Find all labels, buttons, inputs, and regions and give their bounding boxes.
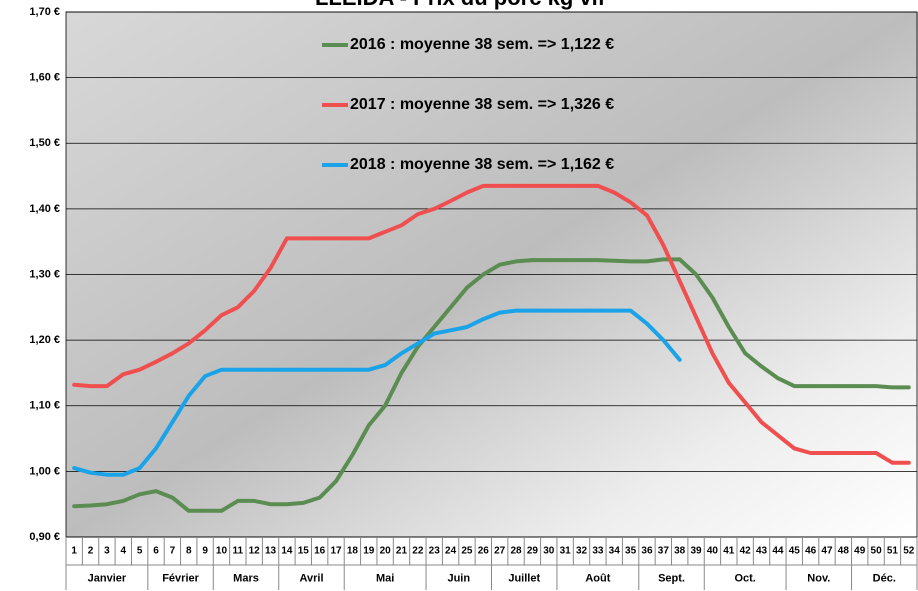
x-tick-label: 36 <box>641 546 653 557</box>
month-label: Février <box>162 572 199 584</box>
x-tick-label: 33 <box>592 546 604 557</box>
x-tick-label: 44 <box>772 546 784 557</box>
x-tick-label: 40 <box>707 546 719 557</box>
x-tick-label: 47 <box>821 546 833 557</box>
chart-title: LLEIDA - Prix du porc kg vif <box>315 0 606 10</box>
x-tick-label: 14 <box>281 546 293 557</box>
x-tick-label: 41 <box>723 546 735 557</box>
legend-label: 2017 : moyenne 38 sem. => 1,326 € <box>350 96 614 113</box>
month-label: Mars <box>233 572 259 584</box>
x-tick-label: 20 <box>380 546 392 557</box>
x-tick-label: 10 <box>216 546 228 557</box>
x-tick-label: 2 <box>88 546 94 557</box>
y-tick-label: 1,30 € <box>29 268 60 280</box>
x-tick-label: 16 <box>314 546 326 557</box>
x-tick-label: 49 <box>854 546 866 557</box>
y-tick-label: 1,40 € <box>29 203 60 215</box>
x-tick-label: 52 <box>903 546 915 557</box>
x-tick-label: 25 <box>461 546 473 557</box>
month-label: Août <box>585 572 610 584</box>
x-tick-label: 39 <box>691 546 703 557</box>
legend-label: 2018 : moyenne 38 sem. => 1,162 € <box>350 156 614 173</box>
x-tick-label: 18 <box>347 546 359 557</box>
month-label: Mai <box>376 572 394 584</box>
x-tick-label: 17 <box>330 546 342 557</box>
x-tick-label: 45 <box>789 546 801 557</box>
month-label: Avril <box>299 572 323 584</box>
x-tick-label: 24 <box>445 546 457 557</box>
x-tick-label: 21 <box>396 546 408 557</box>
x-tick-label: 34 <box>609 546 621 557</box>
month-label: Juillet <box>508 572 540 584</box>
x-tick-label: 9 <box>202 546 208 557</box>
x-tick-label: 30 <box>543 546 555 557</box>
y-tick-label: 1,10 € <box>29 400 60 412</box>
y-tick-label: 1,20 € <box>29 334 60 346</box>
month-label: Janvier <box>88 572 127 584</box>
x-tick-label: 3 <box>104 546 110 557</box>
x-tick-label: 35 <box>625 546 637 557</box>
legend-label: 2016 : moyenne 38 sem. => 1,122 € <box>350 36 614 53</box>
x-tick-label: 8 <box>186 546 192 557</box>
month-label: Oct. <box>734 572 755 584</box>
x-tick-label: 7 <box>170 546 176 557</box>
y-tick-label: 1,60 € <box>29 72 60 84</box>
x-tick-label: 29 <box>527 546 539 557</box>
x-tick-label: 23 <box>429 546 441 557</box>
x-tick-label: 31 <box>560 546 572 557</box>
x-tick-label: 50 <box>871 546 883 557</box>
y-tick-label: 0,90 € <box>29 531 60 543</box>
x-tick-label: 4 <box>120 546 126 557</box>
x-tick-label: 12 <box>249 546 261 557</box>
month-label: Juin <box>447 572 470 584</box>
x-tick-label: 43 <box>756 546 768 557</box>
x-tick-label: 1 <box>71 546 77 557</box>
x-tick-label: 19 <box>363 546 375 557</box>
x-tick-label: 42 <box>740 546 752 557</box>
x-tick-label: 11 <box>233 546 244 557</box>
month-label: Sept. <box>658 572 685 584</box>
x-tick-label: 32 <box>576 546 588 557</box>
x-tick-label: 38 <box>674 546 686 557</box>
y-tick-label: 1,00 € <box>29 465 60 477</box>
x-tick-label: 5 <box>137 546 143 557</box>
x-tick-label: 15 <box>298 546 310 557</box>
x-tick-label: 13 <box>265 546 277 557</box>
x-tick-label: 51 <box>887 546 899 557</box>
x-tick-label: 27 <box>494 546 506 557</box>
x-tick-label: 28 <box>510 546 522 557</box>
y-tick-label: 1,70 € <box>29 6 60 18</box>
x-tick-label: 22 <box>412 546 424 557</box>
x-tick-label: 48 <box>838 546 850 557</box>
x-tick-label: 26 <box>478 546 490 557</box>
x-tick-label: 37 <box>658 546 670 557</box>
month-label: Nov. <box>807 572 830 584</box>
y-tick-label: 1,50 € <box>29 137 60 149</box>
chart: LLEIDA - Prix du porc kg vif 0,90 € 1,00 … <box>0 0 918 591</box>
x-tick-label: 6 <box>153 546 159 557</box>
month-label: Déc. <box>873 572 896 584</box>
x-tick-label: 46 <box>805 546 817 557</box>
